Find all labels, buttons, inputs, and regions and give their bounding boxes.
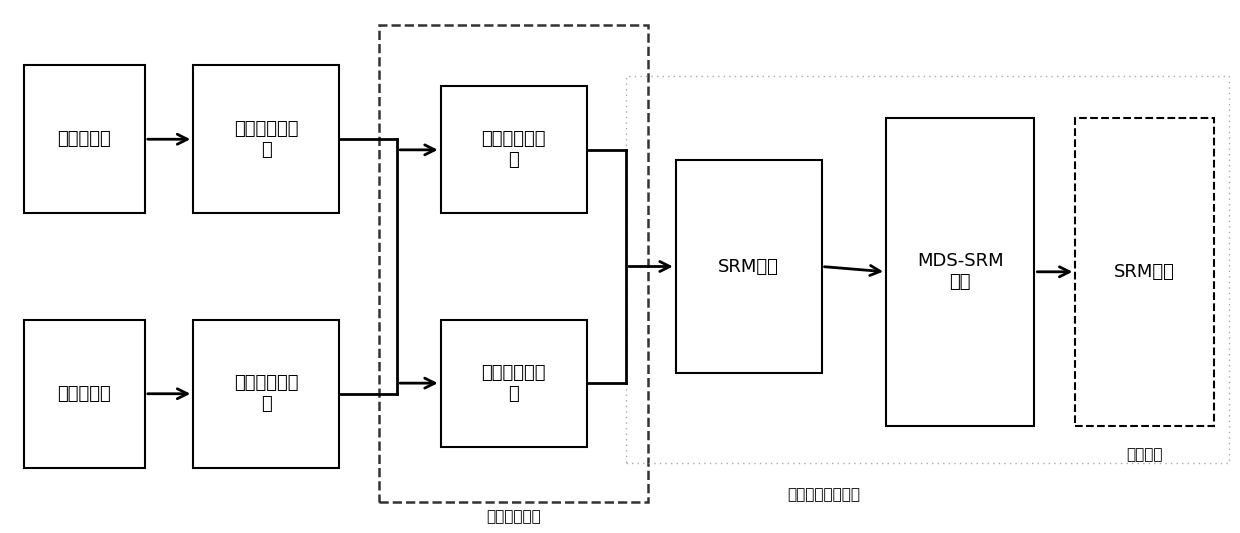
Text: SRM算法: SRM算法 bbox=[718, 257, 779, 276]
FancyBboxPatch shape bbox=[193, 65, 340, 214]
FancyBboxPatch shape bbox=[676, 160, 822, 373]
Text: 最终结果: 最终结果 bbox=[1126, 447, 1163, 462]
FancyBboxPatch shape bbox=[1075, 118, 1214, 425]
Text: 均值比值差异
图: 均值比值差异 图 bbox=[481, 364, 546, 402]
Text: 非局部均值滤
波: 非局部均值滤 波 bbox=[234, 120, 299, 159]
FancyBboxPatch shape bbox=[24, 65, 145, 214]
Text: 变化后图像: 变化后图像 bbox=[57, 385, 112, 403]
FancyBboxPatch shape bbox=[887, 118, 1034, 425]
Text: 混合级联合并结构: 混合级联合并结构 bbox=[787, 487, 861, 502]
FancyBboxPatch shape bbox=[440, 319, 587, 447]
Text: 非局部均值滤
波: 非局部均值滤 波 bbox=[234, 374, 299, 413]
Text: 对数比值差异
图: 对数比值差异 图 bbox=[481, 131, 546, 169]
Text: 变化前图像: 变化前图像 bbox=[57, 130, 112, 148]
Text: 双通道差异图: 双通道差异图 bbox=[486, 509, 541, 524]
FancyBboxPatch shape bbox=[24, 319, 145, 468]
Text: SRM算法: SRM算法 bbox=[1115, 263, 1176, 281]
Text: MDS-SRM
算法: MDS-SRM 算法 bbox=[916, 253, 1003, 291]
FancyBboxPatch shape bbox=[440, 86, 587, 214]
FancyBboxPatch shape bbox=[193, 319, 340, 468]
